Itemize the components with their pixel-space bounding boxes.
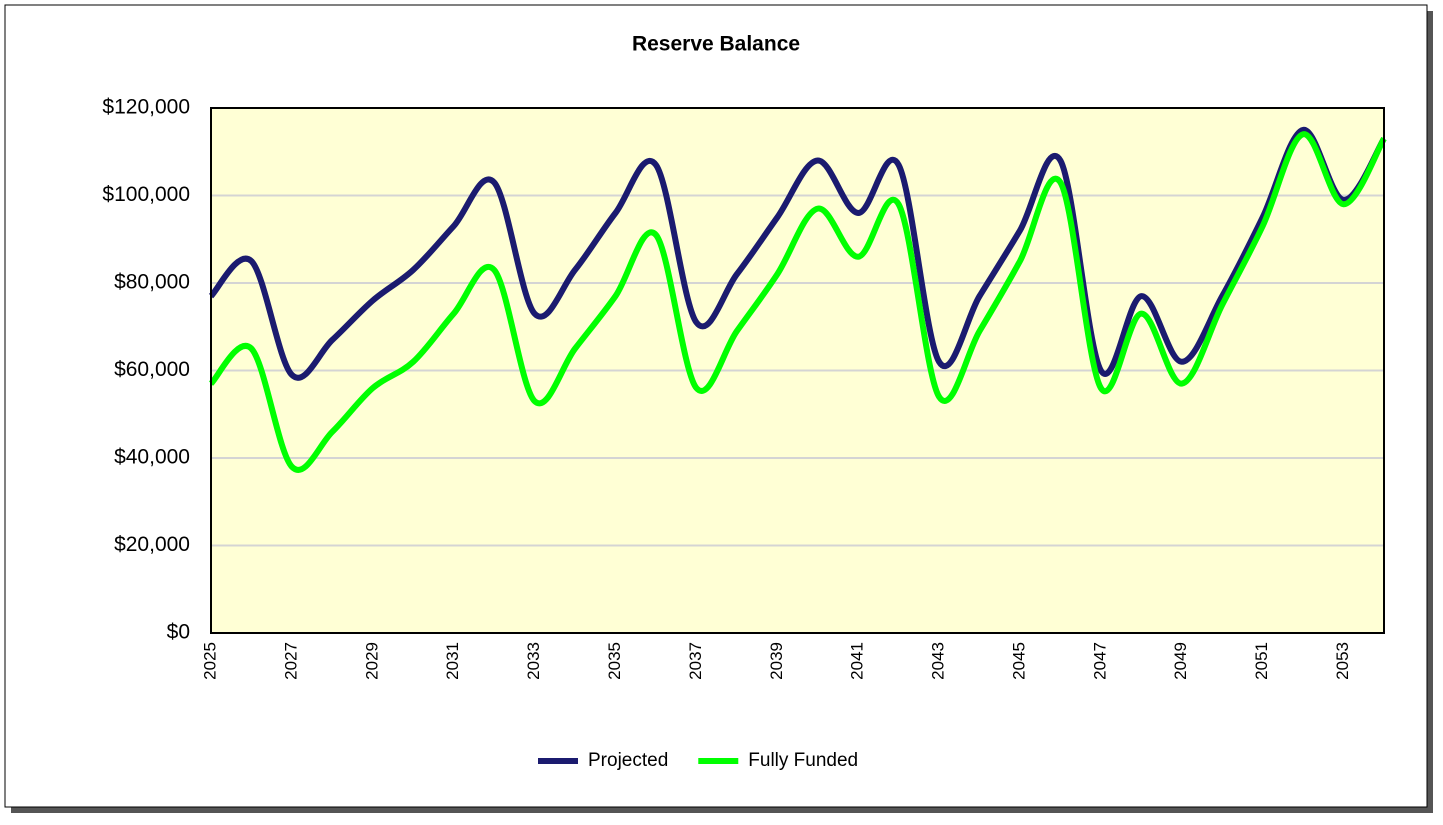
series-line (208, 126, 1387, 381)
x-tick-label: 2045 (1009, 642, 1028, 680)
x-tick-label: 2051 (1252, 642, 1271, 680)
series-line (208, 131, 1387, 473)
legend-label: Projected (588, 750, 668, 771)
labels: $0 $20,000 $40,000 $60,000 $80,000 $100,000 $1… (102, 96, 1352, 680)
legend-label: Fully Funded (748, 750, 858, 771)
plot-border (210, 107, 1385, 634)
x-tick-label: 2033 (524, 642, 543, 680)
x-tick-label: 2029 (362, 642, 381, 680)
legend: Projected Fully Funded (538, 750, 858, 771)
y-tick-label: $40,000 (114, 446, 190, 469)
x-tick-label: 2025 (200, 642, 219, 680)
x-tick-label: 2049 (1171, 642, 1190, 680)
y-tick-label: $0 (167, 621, 190, 644)
y-tick-label: $60,000 (114, 358, 190, 381)
x-tick-label: 2037 (686, 642, 705, 680)
y-tick-label: $120,000 (102, 96, 190, 119)
chart-title: Reserve Balance (632, 33, 800, 56)
x-tick-label: 2041 (848, 642, 867, 680)
x-tick-label: 2031 (443, 642, 462, 680)
y-tick-label: $20,000 (114, 533, 190, 556)
x-tick-label: 2027 (281, 642, 300, 680)
y-tick-label: $80,000 (114, 271, 190, 294)
x-tick-label: 2047 (1090, 642, 1109, 680)
x-tick-label: 2053 (1333, 642, 1352, 680)
lines (208, 126, 1387, 473)
y-tick-label: $100,000 (102, 183, 190, 206)
x-tick-label: 2035 (605, 642, 624, 680)
x-tick-label: 2039 (767, 642, 786, 680)
x-tick-label: 2043 (929, 642, 948, 680)
